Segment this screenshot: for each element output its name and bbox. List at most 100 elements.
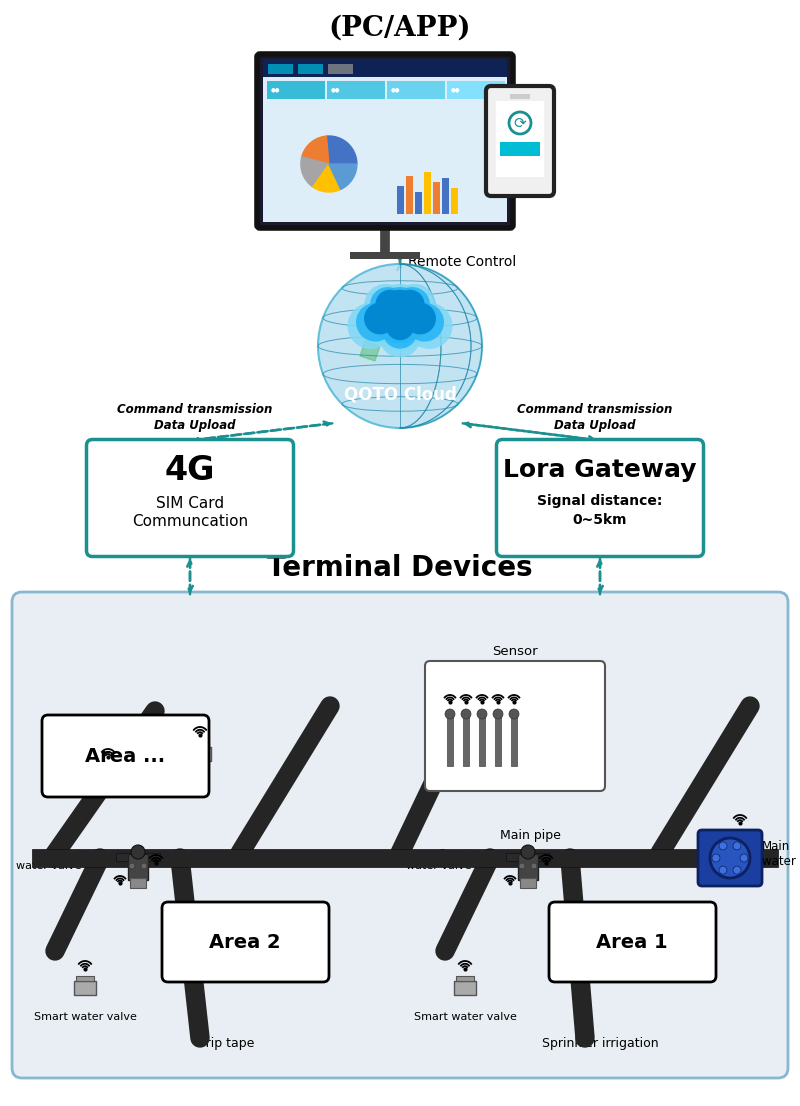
Text: ●●: ●● [271, 87, 281, 93]
Text: Smart water valve: Smart water valve [414, 1012, 517, 1022]
Bar [32, 849, 778, 867]
Text: Data Upload: Data Upload [554, 419, 636, 432]
Bar [454, 981, 476, 995]
Circle shape [740, 854, 748, 862]
Bar [263, 77, 507, 222]
Circle shape [129, 863, 135, 869]
Text: ⟳: ⟳ [514, 115, 526, 131]
Circle shape [131, 845, 145, 859]
Text: Smart water valve: Smart water valve [34, 1012, 137, 1022]
Circle shape [375, 290, 404, 319]
Text: Sensor: Sensor [492, 645, 538, 658]
Bar [387, 81, 445, 100]
Bar [263, 59, 507, 77]
Text: Drip tape: Drip tape [196, 1037, 254, 1051]
Text: Signal distance:: Signal distance: [538, 494, 662, 508]
Bar [191, 742, 209, 747]
Bar [74, 981, 96, 995]
Bar [442, 178, 450, 213]
Bar [327, 81, 385, 100]
Circle shape [394, 284, 436, 326]
Circle shape [394, 288, 430, 322]
Bar [350, 252, 420, 259]
Text: QOTO Cloud: QOTO Cloud [343, 385, 457, 403]
FancyBboxPatch shape [162, 902, 329, 982]
Circle shape [521, 845, 535, 859]
FancyBboxPatch shape [497, 439, 703, 556]
Text: Area ...: Area ... [85, 747, 165, 765]
Circle shape [396, 290, 425, 319]
Circle shape [477, 709, 487, 719]
FancyBboxPatch shape [486, 86, 554, 196]
Circle shape [712, 854, 720, 862]
Bar [267, 81, 325, 100]
Bar [99, 764, 117, 769]
Text: Sprinkler irrigation: Sprinkler irrigation [542, 1037, 658, 1051]
Bar [76, 975, 94, 981]
Circle shape [719, 842, 727, 849]
Text: Data Upload: Data Upload [154, 419, 236, 432]
Text: 4G: 4G [165, 453, 215, 487]
FancyBboxPatch shape [425, 661, 605, 791]
Bar [415, 192, 422, 213]
Bar [500, 142, 540, 156]
Circle shape [379, 315, 421, 357]
Bar [298, 64, 323, 74]
Text: 0~5km: 0~5km [573, 513, 627, 526]
Circle shape [318, 264, 482, 428]
Circle shape [356, 303, 394, 342]
Circle shape [509, 112, 531, 134]
Text: Communcation: Communcation [132, 514, 248, 530]
Bar [116, 853, 160, 860]
Circle shape [404, 303, 436, 334]
Bar [506, 853, 550, 860]
Bar [447, 81, 505, 100]
Bar [495, 714, 501, 766]
Circle shape [406, 303, 453, 349]
Circle shape [141, 863, 147, 869]
Bar [268, 64, 293, 74]
Bar [128, 854, 148, 880]
Bar [328, 64, 353, 74]
Polygon shape [329, 164, 357, 189]
Bar [496, 101, 544, 177]
Bar [398, 186, 404, 213]
Circle shape [733, 866, 741, 874]
Text: Area 1: Area 1 [596, 932, 668, 951]
Bar [447, 714, 453, 766]
Circle shape [710, 838, 750, 878]
FancyBboxPatch shape [257, 54, 513, 228]
Text: Remote Control: Remote Control [408, 255, 516, 270]
Text: Command transmission: Command transmission [118, 404, 273, 416]
Text: (PC/APP): (PC/APP) [329, 14, 471, 42]
Polygon shape [360, 341, 380, 361]
Text: Main pipe: Main pipe [499, 830, 561, 842]
Circle shape [493, 709, 503, 719]
Polygon shape [302, 136, 329, 164]
Circle shape [445, 709, 455, 719]
Text: Lora Gateway: Lora Gateway [503, 458, 697, 482]
Bar [130, 878, 146, 888]
Text: Smart
water valve: Smart water valve [406, 849, 472, 870]
Polygon shape [370, 306, 435, 341]
Text: Main
water valve: Main water valve [762, 839, 800, 868]
Circle shape [364, 303, 396, 334]
Bar [520, 878, 536, 888]
Bar [479, 714, 485, 766]
Circle shape [719, 866, 727, 874]
FancyBboxPatch shape [42, 714, 209, 797]
Circle shape [386, 312, 414, 341]
Text: Terminal Devices: Terminal Devices [267, 554, 533, 582]
Text: Area 2: Area 2 [209, 932, 281, 951]
Bar [510, 94, 530, 100]
Circle shape [377, 290, 423, 336]
Bar [451, 188, 458, 213]
Text: Data collection: Data collection [468, 761, 562, 774]
Bar [97, 769, 119, 783]
Circle shape [366, 284, 434, 351]
Circle shape [382, 313, 418, 348]
FancyBboxPatch shape [698, 830, 762, 886]
Polygon shape [326, 136, 357, 164]
FancyBboxPatch shape [86, 439, 294, 556]
Polygon shape [313, 164, 341, 192]
